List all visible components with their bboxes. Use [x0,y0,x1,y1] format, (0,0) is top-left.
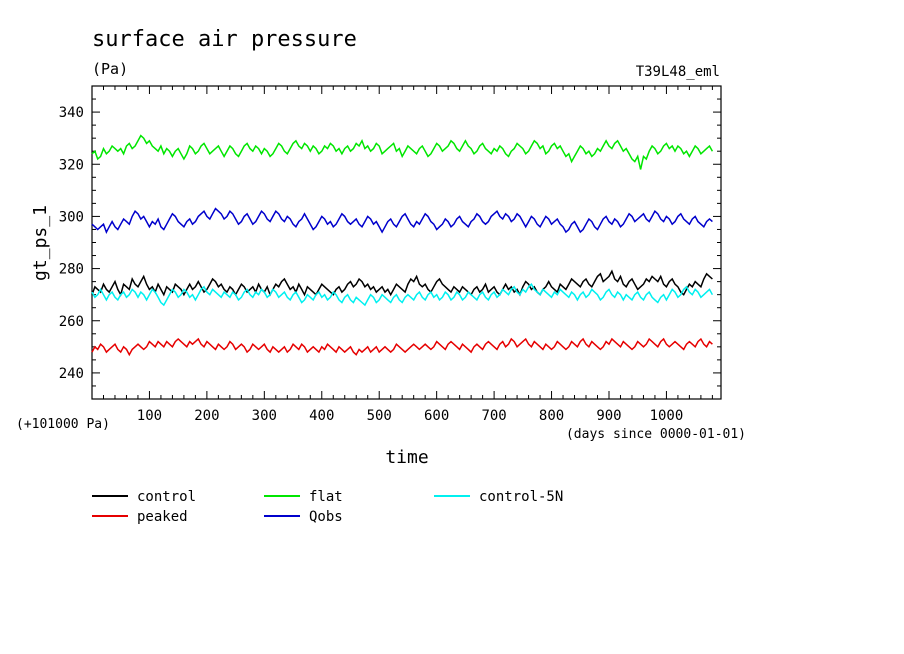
x-tick-label: 1000 [650,408,684,424]
legend-item-control-5n: control-5N [434,489,563,505]
legend-label-control: control [137,489,196,505]
x-tick-label: 200 [194,408,219,424]
series-line-peaked [91,337,713,357]
y-tick-label: 300 [59,209,84,225]
legend-label-peaked: peaked [137,509,188,525]
x-tick-label: 600 [424,408,449,424]
y-tick-label: 240 [59,366,84,382]
series-line-control [91,269,713,297]
legend-label-qobs: Qobs [309,509,343,525]
series-layer [91,134,714,357]
x-axis-label: time [385,447,428,468]
x-tick-label: 800 [539,408,564,424]
y-tick-label: 340 [59,105,84,121]
x-tick-label: 400 [309,408,334,424]
legend-item-qobs: Qobs [264,509,343,525]
x-tick-label: 300 [252,408,277,424]
x-tick-label: 900 [596,408,621,424]
x-units-note: (days since 0000-01-01) [566,427,746,442]
legend-item-flat: flat [264,489,343,505]
y-tick-label: 260 [59,314,84,330]
x-tick-label: 500 [367,408,392,424]
plot-frame [91,85,722,400]
series-line-control-5n [91,283,714,307]
y-tick-label: 280 [59,262,84,278]
legend-label-control-5n: control-5N [479,489,563,505]
y-axis-label: gt_ps_1 [30,205,51,281]
y-tick-label: 320 [59,157,84,173]
legend-item-peaked: peaked [92,509,188,525]
legend-label-flat: flat [309,489,343,505]
units-label: (Pa) [92,60,128,78]
experiment-label: T39L48_eml [636,64,720,80]
y-tick-labels: 240 260 280 300 320 340 [59,105,84,382]
x-tick-label: 100 [137,408,162,424]
series-line-flat [91,134,714,170]
x-tick-label: 700 [481,408,506,424]
series-line-qobs [91,207,713,234]
axis-ticks [91,85,721,400]
legend-item-control: control [92,489,196,505]
y-offset-note: (+101000 Pa) [16,417,110,432]
chart-title: surface air pressure [92,27,357,52]
legend: control flat control-5N peaked Qobs [92,489,563,525]
x-tick-labels: 100 200 300 400 500 600 700 800 900 1000 [137,408,683,424]
